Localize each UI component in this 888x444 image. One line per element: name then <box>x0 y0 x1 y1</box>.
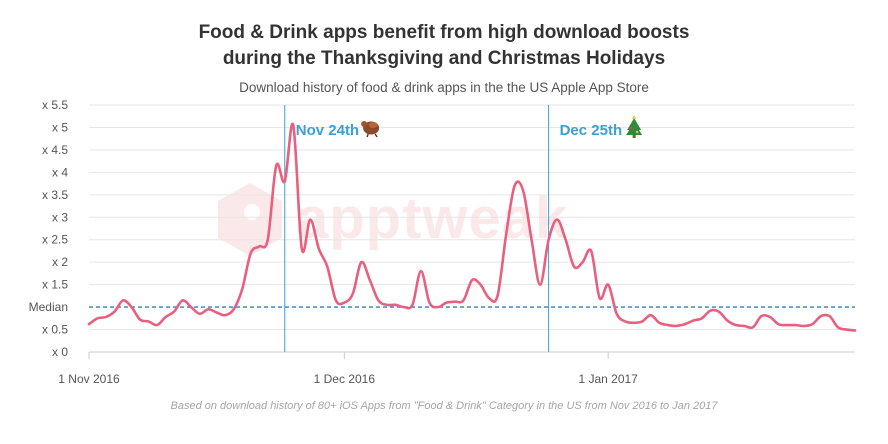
y-tick-label: Median <box>29 300 68 314</box>
x-tick-label: 1 Nov 2016 <box>58 372 120 386</box>
chart-title: Food & Drink apps benefit from high down… <box>0 20 888 72</box>
chart-title-line-2: during the Thanksgiving and Christmas Ho… <box>222 48 666 69</box>
y-tick-label: x 1.5 <box>42 278 68 292</box>
downloads-line-series <box>87 122 857 332</box>
x-tick-label: 1 Jan 2017 <box>578 372 638 386</box>
turkey-icon <box>361 121 380 138</box>
chart-footnote: Based on download history of 80+ iOS App… <box>170 400 718 412</box>
y-tick-label: x 4.5 <box>42 143 68 157</box>
chart-subtitle: Download history of food & drink apps in… <box>239 80 649 95</box>
x-tick-label: 1 Dec 2016 <box>314 372 376 386</box>
y-tick-label: x 0 <box>52 345 68 359</box>
y-tick-label: x 3 <box>52 210 68 224</box>
y-tick-label: x 3.5 <box>42 188 68 202</box>
y-tick-label: x 2 <box>52 255 68 269</box>
christmas-tree-icon <box>626 115 643 138</box>
holiday-marker-label: Dec 25th <box>560 122 623 139</box>
y-tick-label: x 5 <box>52 120 68 134</box>
y-tick-label: x 0.5 <box>42 323 68 337</box>
y-tick-label: x 2.5 <box>42 233 68 247</box>
apptweak-logo-dot <box>244 204 260 220</box>
y-tick-label: x 4 <box>52 165 68 179</box>
holiday-marker-label: Nov 24th <box>296 122 359 139</box>
chart-title-line-1: Food & Drink apps benefit from high down… <box>198 22 690 43</box>
y-tick-label: x 5.5 <box>42 98 68 112</box>
